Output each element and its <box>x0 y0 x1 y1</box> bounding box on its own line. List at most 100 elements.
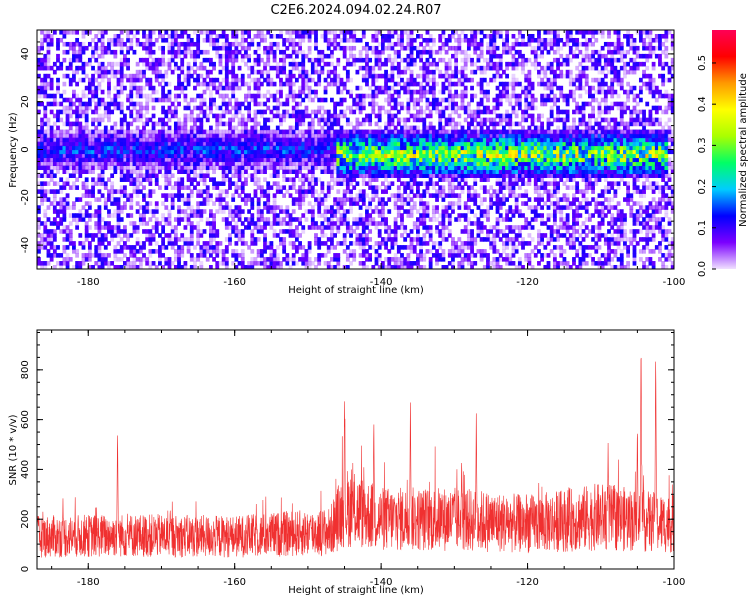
spectrogram-cell <box>307 245 312 250</box>
spectrogram-cell <box>272 209 277 214</box>
spectrogram-cell <box>72 133 76 139</box>
spectrogram-cell <box>323 205 328 210</box>
spectrogram-cell <box>84 169 89 174</box>
spectrogram-cell <box>263 193 267 198</box>
spectrogram-cell <box>355 197 360 202</box>
spectrogram-cell <box>374 257 379 262</box>
spectrogram-cell <box>368 197 373 202</box>
spectrogram-cell <box>78 57 83 63</box>
spectrogram-cell <box>288 141 293 147</box>
spectrogram-cell <box>310 225 315 230</box>
spectrogram-cell <box>46 101 51 107</box>
spectrogram-cell <box>221 109 226 115</box>
spectrogram-cell <box>199 73 204 79</box>
spectrogram-cell <box>244 133 248 139</box>
spectrogram-cell <box>361 261 366 266</box>
spectrogram-cell <box>164 69 169 75</box>
spectrogram-cell <box>336 137 341 143</box>
spectrogram-cell <box>37 225 41 230</box>
spectrogram-cell <box>396 205 401 210</box>
spectrogram-cell <box>447 45 452 51</box>
spectrogram-cell <box>224 85 229 91</box>
spectrogram-cell <box>365 169 369 174</box>
spectrogram-cell <box>425 157 430 163</box>
spectrogram-cell <box>189 253 194 258</box>
spectrogram-cell <box>288 93 293 99</box>
spectrogram-cell <box>390 157 395 163</box>
spectrogram-cell <box>285 165 290 171</box>
spectrogram-cell <box>228 57 232 63</box>
spectrogram-cell <box>180 193 185 198</box>
spectrogram-cell <box>409 161 414 167</box>
spectrogram-cell <box>390 173 395 178</box>
spectrogram-cell <box>103 65 108 71</box>
spectrogram-cell <box>215 45 220 51</box>
spectrogram-cell <box>256 145 261 151</box>
spectrogram-cell <box>400 85 404 91</box>
spectrogram-cell <box>84 145 89 151</box>
spectrogram-cell <box>208 165 213 171</box>
spectrogram-cell <box>441 233 446 238</box>
spectrogram-cell <box>189 265 194 269</box>
spectrogram-cell <box>298 30 302 35</box>
spectrogram-cell <box>103 257 108 262</box>
spectrogram-cell <box>387 181 392 186</box>
spectrogram-cell <box>173 149 178 155</box>
spectrogram-cell <box>240 101 245 107</box>
spectrogram-cell <box>40 37 44 43</box>
spectrogram-cell <box>298 141 302 147</box>
spectrogram-cell <box>164 193 169 198</box>
spectrogram-cell <box>387 229 392 234</box>
spectrogram-cell <box>269 109 274 115</box>
spectrogram-cell <box>46 169 51 174</box>
spectrogram-cell <box>355 233 360 238</box>
spectrogram-cell <box>345 149 350 155</box>
spectrogram-cell <box>256 81 261 87</box>
spectrogram-cell <box>374 73 379 79</box>
spectrogram-cell <box>221 93 226 99</box>
spectrogram-cell <box>349 173 353 178</box>
spectrogram-cell <box>374 169 379 174</box>
spectrogram-cell <box>43 145 48 151</box>
spectrogram-cell <box>330 185 334 190</box>
spectrogram-cell <box>183 153 188 159</box>
spectrogram-cell <box>231 141 236 147</box>
spectrogram-cell <box>49 81 54 87</box>
spectrogram-cell <box>431 213 436 218</box>
spectrogram-cell <box>221 45 226 51</box>
spectrogram-cell <box>148 177 153 182</box>
spectrogram-cell <box>56 53 60 59</box>
spectrogram-cell <box>279 113 283 119</box>
spectrogram-cell <box>215 105 220 111</box>
spectrogram-cell <box>138 181 143 186</box>
spectrogram-cell <box>167 105 172 111</box>
spectrogram-cell <box>123 117 127 123</box>
spectrogram-cell <box>132 261 137 266</box>
spectrogram-cell <box>208 161 213 167</box>
spectrogram-cell <box>37 57 41 63</box>
spectrogram-cell <box>100 177 105 182</box>
spectrogram-cell <box>180 249 185 254</box>
spectrogram-cell <box>167 193 172 198</box>
spectrogram-cell <box>94 161 99 167</box>
spectrogram-cell <box>330 30 334 35</box>
spectrogram-cell <box>123 141 127 147</box>
spectrogram-cell <box>374 173 379 178</box>
spectrogram-cell <box>358 137 363 143</box>
spectrogram-cell <box>317 253 322 258</box>
spectrogram-cell <box>129 161 134 167</box>
spectrogram-cell <box>237 101 242 107</box>
spectrogram-cell <box>237 253 242 258</box>
spectrogram-cell <box>87 225 92 230</box>
spectrogram-cell <box>119 41 124 47</box>
spectrogram-cell <box>103 225 108 230</box>
spectrogram-cell <box>409 157 414 163</box>
spectrogram-cell <box>361 189 366 194</box>
spectrogram-cell <box>314 93 318 99</box>
spectrogram-cell <box>365 61 369 67</box>
spectrogram-cell <box>110 61 115 67</box>
spectrogram-cell <box>100 253 105 258</box>
spectrogram-cell <box>307 257 312 262</box>
spectrogram-cell <box>154 69 159 75</box>
spectrogram-cell <box>240 37 245 43</box>
